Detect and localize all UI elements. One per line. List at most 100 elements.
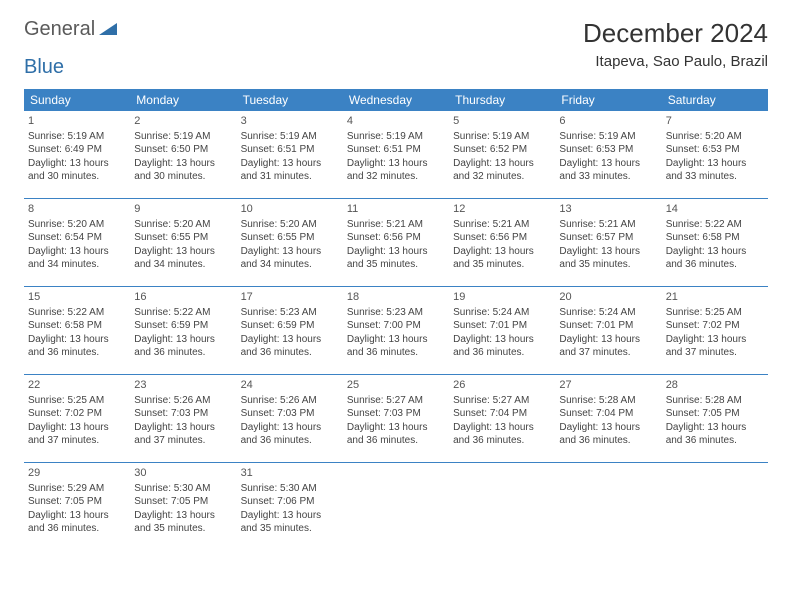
- weekday-header: Thursday: [449, 89, 555, 111]
- day-number: 29: [28, 466, 126, 481]
- daylight-text: Daylight: 13 hours and 33 minutes.: [559, 157, 657, 184]
- day-number: 6: [559, 114, 657, 129]
- calendar-day-cell: 9Sunrise: 5:20 AMSunset: 6:55 PMDaylight…: [130, 199, 236, 287]
- daylight-text: Daylight: 13 hours and 35 minutes.: [134, 509, 232, 536]
- daylight-text: Daylight: 13 hours and 37 minutes.: [666, 333, 764, 360]
- calendar-day-cell: 26Sunrise: 5:27 AMSunset: 7:04 PMDayligh…: [449, 375, 555, 463]
- calendar-day-cell: 11Sunrise: 5:21 AMSunset: 6:56 PMDayligh…: [343, 199, 449, 287]
- sunset-text: Sunset: 7:02 PM: [666, 319, 764, 333]
- daylight-text: Daylight: 13 hours and 34 minutes.: [134, 245, 232, 272]
- sunrise-text: Sunrise: 5:22 AM: [666, 218, 764, 232]
- daylight-text: Daylight: 13 hours and 36 minutes.: [28, 509, 126, 536]
- sunset-text: Sunset: 6:49 PM: [28, 143, 126, 157]
- logo-triangle-icon: [99, 18, 117, 41]
- daylight-text: Daylight: 13 hours and 37 minutes.: [134, 421, 232, 448]
- sunrise-text: Sunrise: 5:27 AM: [453, 394, 551, 408]
- calendar-day-cell: 29Sunrise: 5:29 AMSunset: 7:05 PMDayligh…: [24, 463, 130, 551]
- calendar-day-cell: 21Sunrise: 5:25 AMSunset: 7:02 PMDayligh…: [662, 287, 768, 375]
- weekday-header-row: Sunday Monday Tuesday Wednesday Thursday…: [24, 89, 768, 111]
- sunrise-text: Sunrise: 5:22 AM: [134, 306, 232, 320]
- calendar-day-cell: 31Sunrise: 5:30 AMSunset: 7:06 PMDayligh…: [237, 463, 343, 551]
- sunset-text: Sunset: 6:54 PM: [28, 231, 126, 245]
- calendar-week-row: 15Sunrise: 5:22 AMSunset: 6:58 PMDayligh…: [24, 287, 768, 375]
- sunset-text: Sunset: 7:05 PM: [28, 495, 126, 509]
- logo: General: [24, 18, 119, 41]
- sunrise-text: Sunrise: 5:20 AM: [666, 130, 764, 144]
- logo-text-blue: Blue: [24, 56, 64, 78]
- calendar-day-cell: 13Sunrise: 5:21 AMSunset: 6:57 PMDayligh…: [555, 199, 661, 287]
- calendar-day-cell: 30Sunrise: 5:30 AMSunset: 7:05 PMDayligh…: [130, 463, 236, 551]
- day-number: 2: [134, 114, 232, 129]
- sunrise-text: Sunrise: 5:28 AM: [559, 394, 657, 408]
- calendar-day-cell: [449, 463, 555, 551]
- sunset-text: Sunset: 7:06 PM: [241, 495, 339, 509]
- day-number: 27: [559, 378, 657, 393]
- day-number: 17: [241, 290, 339, 305]
- calendar-day-cell: [343, 463, 449, 551]
- sunrise-text: Sunrise: 5:27 AM: [347, 394, 445, 408]
- weekday-header: Monday: [130, 89, 236, 111]
- daylight-text: Daylight: 13 hours and 36 minutes.: [347, 421, 445, 448]
- sunset-text: Sunset: 7:04 PM: [559, 407, 657, 421]
- daylight-text: Daylight: 13 hours and 35 minutes.: [453, 245, 551, 272]
- day-number: 16: [134, 290, 232, 305]
- sunrise-text: Sunrise: 5:19 AM: [241, 130, 339, 144]
- day-number: 30: [134, 466, 232, 481]
- daylight-text: Daylight: 13 hours and 36 minutes.: [347, 333, 445, 360]
- day-number: 22: [28, 378, 126, 393]
- sunset-text: Sunset: 6:51 PM: [241, 143, 339, 157]
- sunrise-text: Sunrise: 5:21 AM: [453, 218, 551, 232]
- daylight-text: Daylight: 13 hours and 36 minutes.: [241, 333, 339, 360]
- calendar-day-cell: 6Sunrise: 5:19 AMSunset: 6:53 PMDaylight…: [555, 111, 661, 199]
- sunset-text: Sunset: 6:59 PM: [241, 319, 339, 333]
- daylight-text: Daylight: 13 hours and 32 minutes.: [453, 157, 551, 184]
- sunset-text: Sunset: 6:53 PM: [559, 143, 657, 157]
- daylight-text: Daylight: 13 hours and 30 minutes.: [134, 157, 232, 184]
- sunrise-text: Sunrise: 5:21 AM: [347, 218, 445, 232]
- sunrise-text: Sunrise: 5:20 AM: [28, 218, 126, 232]
- day-number: 31: [241, 466, 339, 481]
- calendar-day-cell: 22Sunrise: 5:25 AMSunset: 7:02 PMDayligh…: [24, 375, 130, 463]
- daylight-text: Daylight: 13 hours and 32 minutes.: [347, 157, 445, 184]
- sunrise-text: Sunrise: 5:24 AM: [559, 306, 657, 320]
- daylight-text: Daylight: 13 hours and 33 minutes.: [666, 157, 764, 184]
- day-number: 20: [559, 290, 657, 305]
- daylight-text: Daylight: 13 hours and 35 minutes.: [241, 509, 339, 536]
- sunset-text: Sunset: 6:51 PM: [347, 143, 445, 157]
- sunset-text: Sunset: 7:00 PM: [347, 319, 445, 333]
- day-number: 11: [347, 202, 445, 217]
- sunrise-text: Sunrise: 5:28 AM: [666, 394, 764, 408]
- calendar-day-cell: 15Sunrise: 5:22 AMSunset: 6:58 PMDayligh…: [24, 287, 130, 375]
- sunrise-text: Sunrise: 5:30 AM: [241, 482, 339, 496]
- day-number: 19: [453, 290, 551, 305]
- sunset-text: Sunset: 7:03 PM: [347, 407, 445, 421]
- daylight-text: Daylight: 13 hours and 36 minutes.: [28, 333, 126, 360]
- daylight-text: Daylight: 13 hours and 37 minutes.: [559, 333, 657, 360]
- sunset-text: Sunset: 7:04 PM: [453, 407, 551, 421]
- sunset-text: Sunset: 7:01 PM: [453, 319, 551, 333]
- calendar-week-row: 29Sunrise: 5:29 AMSunset: 7:05 PMDayligh…: [24, 463, 768, 551]
- sunrise-text: Sunrise: 5:29 AM: [28, 482, 126, 496]
- sunrise-text: Sunrise: 5:19 AM: [559, 130, 657, 144]
- calendar-day-cell: 14Sunrise: 5:22 AMSunset: 6:58 PMDayligh…: [662, 199, 768, 287]
- day-number: 5: [453, 114, 551, 129]
- weekday-header: Wednesday: [343, 89, 449, 111]
- weekday-header: Friday: [555, 89, 661, 111]
- location-label: Itapeva, Sao Paulo, Brazil: [583, 53, 768, 70]
- calendar-day-cell: 23Sunrise: 5:26 AMSunset: 7:03 PMDayligh…: [130, 375, 236, 463]
- daylight-text: Daylight: 13 hours and 36 minutes.: [134, 333, 232, 360]
- daylight-text: Daylight: 13 hours and 36 minutes.: [666, 421, 764, 448]
- sunrise-text: Sunrise: 5:30 AM: [134, 482, 232, 496]
- calendar-day-cell: 1Sunrise: 5:19 AMSunset: 6:49 PMDaylight…: [24, 111, 130, 199]
- day-number: 26: [453, 378, 551, 393]
- sunrise-text: Sunrise: 5:20 AM: [241, 218, 339, 232]
- sunset-text: Sunset: 7:05 PM: [666, 407, 764, 421]
- calendar-day-cell: [662, 463, 768, 551]
- sunrise-text: Sunrise: 5:19 AM: [28, 130, 126, 144]
- sunrise-text: Sunrise: 5:22 AM: [28, 306, 126, 320]
- daylight-text: Daylight: 13 hours and 36 minutes.: [666, 245, 764, 272]
- day-number: 3: [241, 114, 339, 129]
- day-number: 15: [28, 290, 126, 305]
- sunset-text: Sunset: 6:56 PM: [453, 231, 551, 245]
- sunset-text: Sunset: 7:03 PM: [241, 407, 339, 421]
